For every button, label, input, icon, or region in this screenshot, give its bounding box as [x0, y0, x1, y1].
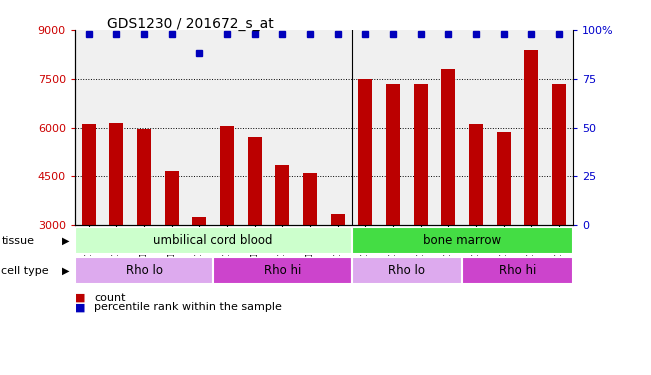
Text: cell type: cell type	[1, 266, 49, 276]
Bar	[82, 124, 96, 225]
Bar	[248, 137, 262, 225]
Text: ■: ■	[75, 303, 85, 312]
Text: umbilical cord blood: umbilical cord blood	[154, 234, 273, 248]
Bar	[386, 84, 400, 225]
Bar	[75, 227, 352, 254]
Text: tissue: tissue	[1, 236, 35, 246]
Bar	[552, 84, 566, 225]
Text: ■: ■	[75, 293, 85, 303]
Bar	[497, 132, 510, 225]
Bar	[220, 126, 234, 225]
Text: ▶: ▶	[62, 266, 70, 276]
Text: Rho hi: Rho hi	[499, 264, 536, 278]
Text: bone marrow: bone marrow	[423, 234, 501, 248]
Bar	[352, 257, 462, 284]
Bar	[359, 79, 372, 225]
Bar	[275, 165, 289, 225]
Bar	[75, 257, 213, 284]
Text: Rho lo: Rho lo	[126, 264, 163, 278]
Bar	[469, 124, 483, 225]
Bar	[193, 217, 206, 225]
Bar	[525, 50, 538, 225]
Bar	[165, 171, 178, 225]
Text: count: count	[94, 293, 126, 303]
Bar	[331, 214, 344, 225]
Bar	[137, 129, 151, 225]
Text: Rho hi: Rho hi	[264, 264, 301, 278]
Bar	[213, 257, 352, 284]
Bar	[462, 257, 573, 284]
Bar	[414, 84, 428, 225]
Text: ▶: ▶	[62, 236, 70, 246]
Text: percentile rank within the sample: percentile rank within the sample	[94, 303, 283, 312]
Bar	[303, 173, 317, 225]
Bar	[441, 69, 455, 225]
Bar	[109, 123, 123, 225]
Text: Rho lo: Rho lo	[389, 264, 425, 278]
Text: GDS1230 / 201672_s_at: GDS1230 / 201672_s_at	[107, 17, 274, 31]
Bar	[352, 227, 573, 254]
